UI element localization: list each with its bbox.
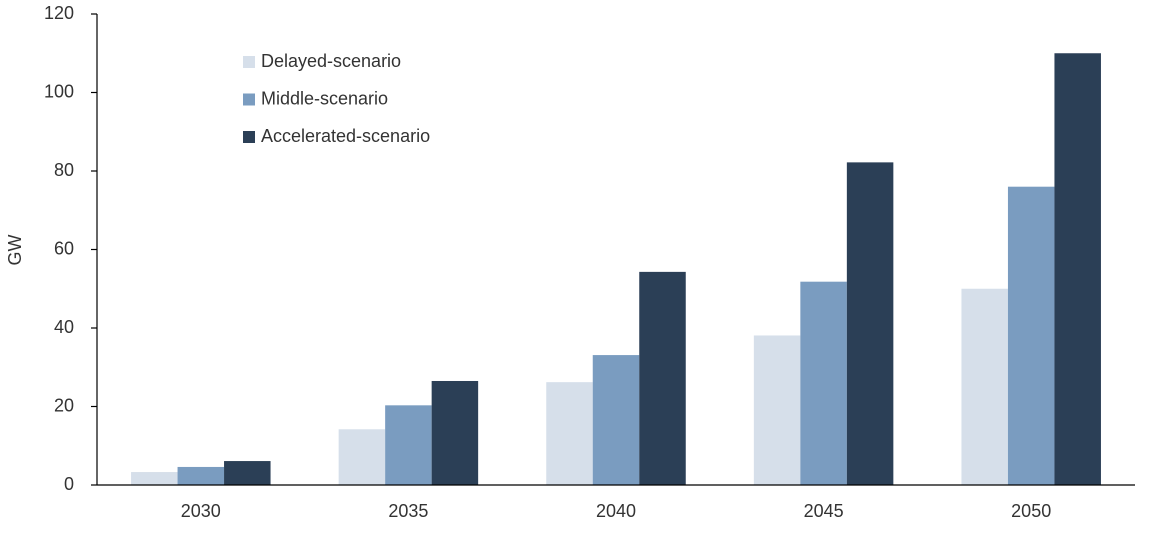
bar	[431, 380, 479, 485]
bar	[338, 429, 386, 485]
y-axis-label: GW	[5, 234, 25, 265]
bar	[800, 281, 847, 485]
y-tick-label: 40	[54, 317, 74, 337]
y-tick-label: 80	[54, 160, 74, 180]
legend-swatch	[243, 56, 255, 68]
bar	[846, 162, 894, 486]
x-tick-label: 2050	[1011, 501, 1051, 521]
legend-label: Accelerated-scenario	[261, 126, 430, 146]
x-tick-label: 2040	[596, 501, 636, 521]
y-tick-label: 100	[44, 81, 74, 101]
bar	[1007, 186, 1055, 485]
bar	[224, 461, 271, 485]
bar	[639, 271, 686, 485]
x-tick-label: 2035	[388, 501, 428, 521]
bar	[961, 288, 1008, 485]
y-tick-label: 0	[64, 474, 74, 494]
legend-swatch	[243, 131, 255, 143]
bar	[1054, 53, 1101, 485]
legend-swatch	[243, 93, 255, 106]
y-tick-label: 20	[54, 395, 74, 415]
bar	[753, 335, 801, 485]
bar	[546, 382, 593, 485]
x-tick-label: 2030	[181, 501, 221, 521]
bar	[385, 405, 432, 485]
x-tick-label: 2045	[804, 501, 844, 521]
bar	[177, 466, 225, 485]
legend-label: Middle-scenario	[261, 88, 388, 108]
y-tick-label: 120	[44, 3, 74, 23]
legend-label: Delayed-scenario	[261, 51, 401, 71]
bar	[131, 472, 178, 485]
bar	[592, 355, 640, 485]
y-tick-label: 60	[54, 238, 74, 258]
